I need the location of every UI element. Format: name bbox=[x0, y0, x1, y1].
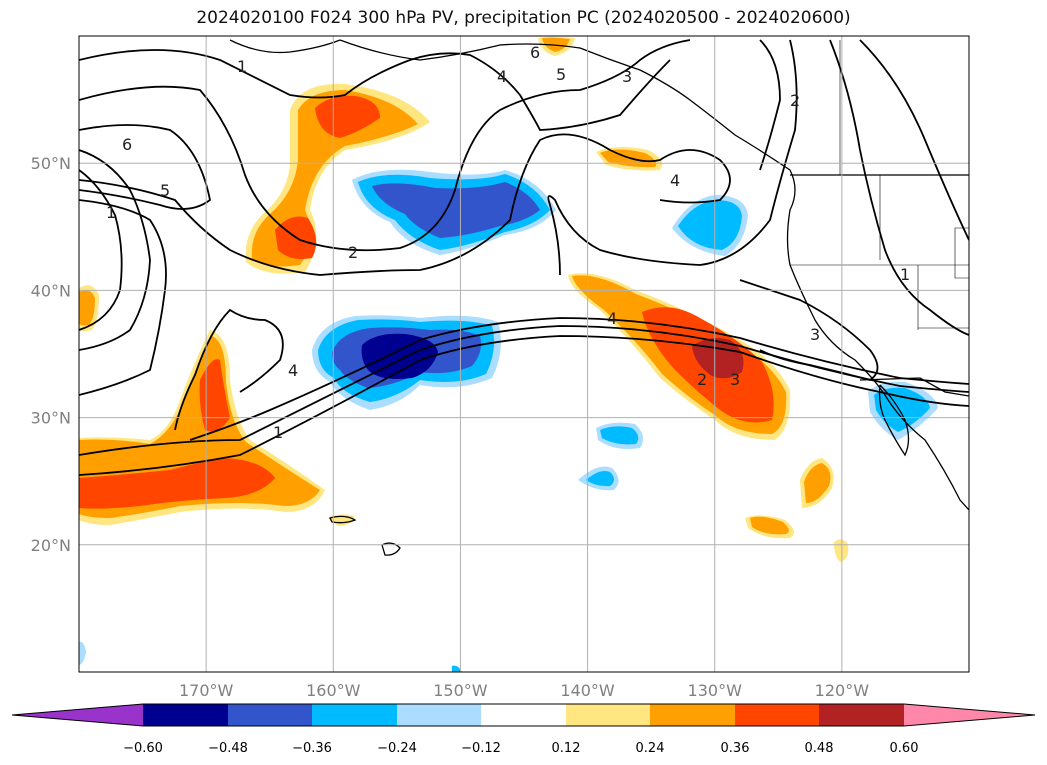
pv-contour-8 bbox=[79, 49, 671, 131]
pv-contour-13 bbox=[829, 39, 969, 336]
colorbar-seg-6 bbox=[566, 704, 650, 726]
lon-tick-label-3: 140°W bbox=[560, 681, 615, 700]
colorbar-seg-2 bbox=[228, 704, 312, 726]
contour-label-2c: 2 bbox=[790, 91, 800, 110]
colorbar-label-1: −0.60 bbox=[123, 741, 163, 756]
contour-label-1c: 1 bbox=[273, 423, 283, 442]
colorbar-seg-7 bbox=[650, 704, 735, 726]
pv-contour-11 bbox=[79, 169, 123, 331]
colorbar-label-3: −0.36 bbox=[292, 741, 332, 756]
axis-labels: 20°N 30°N 40°N 50°N 170°W 160°W 150°W 140°W 130°… bbox=[31, 154, 870, 700]
precip-pos-small-1-core bbox=[804, 463, 831, 503]
coast-baja bbox=[878, 384, 910, 457]
colorbar-label-8: 0.36 bbox=[721, 741, 750, 756]
coastlines bbox=[229, 39, 969, 556]
contour-label-3b: 3 bbox=[730, 370, 740, 389]
colorbar-seg-4 bbox=[397, 704, 481, 726]
precip-neg-small-3 bbox=[79, 641, 86, 665]
contour-label-3a: 3 bbox=[622, 67, 632, 86]
map-frame bbox=[78, 35, 970, 673]
pv-contour-4 bbox=[174, 308, 284, 431]
lon-tick-label-2: 150°W bbox=[433, 681, 488, 700]
precip-pos-gulf-alaska-core bbox=[315, 95, 380, 138]
contour-label-4d: 4 bbox=[288, 361, 298, 380]
precip-neg-135w-core bbox=[678, 200, 742, 250]
contour-label-4b: 4 bbox=[670, 171, 680, 190]
precip-pos-west-core bbox=[79, 458, 275, 509]
precip-pos-small-2-core bbox=[750, 516, 789, 535]
contour-label-6a: 6 bbox=[122, 135, 132, 154]
colorbar-label-5: −0.12 bbox=[461, 741, 501, 756]
colorbar-label-9: 0.48 bbox=[805, 741, 834, 756]
precip-neg-small-2-core bbox=[586, 471, 614, 487]
precip-neg-small-4 bbox=[452, 665, 462, 672]
lat-tick-label-3: 50°N bbox=[31, 154, 71, 173]
border-us-mexico bbox=[859, 377, 969, 397]
colorbar-label-2: −0.48 bbox=[208, 741, 248, 756]
contour-label-2a: 2 bbox=[348, 243, 358, 262]
colorbar-outline bbox=[11, 703, 1036, 727]
pv-contour-6 bbox=[79, 133, 731, 276]
precip-neg-central-deep bbox=[361, 333, 438, 379]
colorbar-seg-5 bbox=[481, 704, 566, 726]
colorbar-seg-8 bbox=[735, 704, 819, 726]
pv-contour-7 bbox=[79, 39, 691, 252]
lon-tick-label-1: 160°W bbox=[306, 681, 361, 700]
pv-contour-16 bbox=[739, 279, 879, 381]
colorbar-extend-max bbox=[904, 704, 1035, 726]
precip-pos-east-deep bbox=[692, 338, 744, 379]
lon-tick-label-0: 170°W bbox=[179, 681, 234, 700]
colorbar-label-7: 0.24 bbox=[636, 741, 665, 756]
pv-contours bbox=[79, 39, 969, 476]
pv-contour-12 bbox=[547, 39, 798, 276]
precip-pos-west-core2 bbox=[199, 359, 230, 432]
pv-contour-3 bbox=[189, 317, 969, 441]
pv-contour-1 bbox=[79, 335, 969, 476]
contour-label-4c: 4 bbox=[607, 309, 617, 328]
colorbar: −0.60 −0.48 −0.36 −0.24 −0.12 0.12 0.24 … bbox=[11, 703, 1036, 756]
colorbar-seg-3 bbox=[312, 704, 397, 726]
colorbar-label-10: 0.60 bbox=[890, 741, 919, 756]
chart-title: 2024020100 F024 300 hPa PV, precipitatio… bbox=[196, 8, 851, 28]
contour-label-1a: 1 bbox=[237, 57, 247, 76]
colorbar-extend-min bbox=[12, 704, 143, 726]
colorbar-label-4: −0.24 bbox=[377, 741, 417, 756]
colorbar-seg-9 bbox=[819, 704, 904, 726]
hawaii-1 bbox=[381, 542, 401, 556]
precip-pos-far-west-core bbox=[79, 290, 95, 326]
contour-label-2b: 2 bbox=[697, 370, 707, 389]
lon-tick-label-4: 130°W bbox=[688, 681, 743, 700]
pv-contour-15 bbox=[759, 39, 781, 171]
precip-neg-small-1-core bbox=[600, 426, 639, 445]
state-border-6 bbox=[954, 227, 969, 279]
gridlines bbox=[79, 36, 969, 672]
colorbar-label-6: 0.12 bbox=[552, 741, 581, 756]
contour-label-4a: 4 bbox=[497, 67, 507, 86]
contour-labels: 1 6 5 1 2 6 5 4 3 4 4 4 1 2 3 3 1 2 bbox=[106, 43, 910, 442]
colorbar-seg-1 bbox=[143, 704, 228, 726]
precip-neg-north-core bbox=[372, 182, 540, 238]
hawaii-2 bbox=[329, 515, 357, 524]
lon-tick-label-5: 120°W bbox=[815, 681, 870, 700]
contour-label-1b: 1 bbox=[106, 203, 116, 222]
contour-label-3c: 3 bbox=[810, 325, 820, 344]
pv-contour-14 bbox=[859, 39, 969, 241]
pv-contour-10 bbox=[79, 149, 151, 351]
contour-label-5a: 5 bbox=[160, 181, 170, 200]
lat-tick-label-0: 20°N bbox=[31, 536, 71, 555]
lat-tick-label-1: 30°N bbox=[31, 409, 71, 428]
contour-label-5b: 5 bbox=[556, 65, 566, 84]
contour-label-6b: 6 bbox=[530, 43, 540, 62]
lat-tick-label-2: 40°N bbox=[31, 281, 71, 300]
contour-label-1d: 1 bbox=[900, 265, 910, 284]
state-borders bbox=[790, 40, 969, 330]
